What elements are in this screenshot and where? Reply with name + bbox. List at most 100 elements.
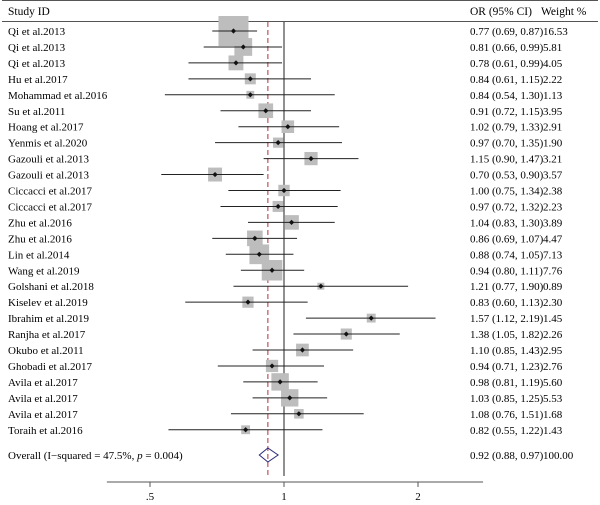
study-row: Avila et al.2017 1.08 (0.76, 1.51) 1.68 (8, 409, 563, 421)
study-weight: 5.81 (543, 42, 562, 54)
study-name: Ibrahim et al.2019 (8, 313, 89, 325)
study-ci-text: 0.83 (0.60, 1.13) (470, 297, 544, 309)
study-weight: 0.89 (543, 281, 563, 293)
study-weight: 5.53 (543, 393, 563, 405)
study-weight: 2.30 (543, 297, 563, 309)
study-weight: 3.21 (543, 154, 562, 166)
study-row: Avila et al.2017 0.98 (0.81, 1.19) 5.60 (8, 373, 563, 391)
study-row: Kiselev et al.2019 0.83 (0.60, 1.13) 2.30 (8, 296, 563, 309)
study-row: Mohammad et al.2016 0.84 (0.54, 1.30) 1.13 (8, 90, 563, 102)
overall-label: Overall (I−squared = 47.5%, p = 0.004) (8, 450, 183, 462)
study-name: Yenmis et al.2020 (8, 138, 88, 150)
study-name: Okubo et al.2011 (8, 345, 84, 357)
study-name: Ciccacci et al.2017 (8, 186, 92, 198)
study-ci-text: 0.82 (0.55, 1.22) (470, 425, 544, 437)
study-ci-text: 0.88 (0.74, 1.05) (470, 249, 544, 261)
study-ci-text: 0.98 (0.81, 1.19) (470, 377, 544, 389)
study-row: Hu et al.2017 0.84 (0.61, 1.15) 2.22 (8, 73, 562, 86)
study-row: Lin et al.2014 0.88 (0.74, 1.05) 7.13 (8, 244, 563, 265)
study-row: Su et al.2011 0.91 (0.72, 1.15) 3.95 (8, 103, 563, 119)
study-weight: 1.13 (543, 90, 563, 102)
study-row: Gazouli et al.2013 0.70 (0.53, 0.90) 3.57 (8, 167, 563, 182)
overall-label-prefix: Overall (I−squared = 47.5%, (8, 450, 137, 462)
study-name: Ghobadi et al.2017 (8, 361, 93, 373)
header-or-ci: OR (95% CI) (470, 6, 532, 18)
study-row: Zhu et al.2016 1.04 (0.83, 1.30) 3.89 (8, 215, 563, 230)
study-row: Ibrahim et al.2019 1.57 (1.12, 2.19) 1.45 (8, 313, 563, 325)
point-estimate (212, 171, 218, 178)
study-weight: 1.68 (543, 409, 563, 421)
study-ci-text: 0.81 (0.66, 0.99) (470, 42, 544, 54)
study-weight: 3.57 (543, 170, 563, 182)
study-row: Qi et al.2013 0.81 (0.66, 0.99) 5.81 (8, 38, 562, 56)
point-estimate (240, 44, 246, 50)
point-estimate (263, 108, 269, 114)
study-ci-text: 1.21 (0.77, 1.90) (470, 281, 544, 293)
study-ci-text: 0.84 (0.54, 1.30) (470, 90, 544, 102)
study-row: Yenmis et al.2020 0.97 (0.70, 1.35) 1.90 (8, 137, 563, 150)
study-row: Ciccacci et al.2017 1.00 (0.75, 1.34) 2.38 (8, 184, 563, 198)
x-tick-label: 1 (281, 491, 287, 503)
study-name: Wang et al.2019 (8, 265, 80, 277)
study-ci-text: 1.15 (0.90, 1.47) (470, 154, 544, 166)
study-weight: 2.23 (543, 201, 563, 213)
study-name: Qi et al.2013 (8, 26, 66, 38)
point-estimate (287, 395, 293, 401)
study-ci-text: 0.86 (0.69, 1.07) (470, 233, 544, 245)
study-weight: 2.95 (543, 345, 563, 357)
point-estimate (252, 235, 258, 241)
x-tick-label: .5 (146, 491, 155, 503)
study-name: Avila et al.2017 (8, 409, 78, 421)
point-estimate (299, 347, 306, 353)
study-ci-text: 0.77 (0.69, 0.87) (470, 26, 544, 38)
study-name: Zhu et al.2016 (8, 217, 72, 229)
study-ci-text: 0.97 (0.72, 1.32) (470, 201, 544, 213)
point-estimate (269, 267, 275, 273)
study-name: Ciccacci et al.2017 (8, 201, 92, 213)
study-name: Qi et al.2013 (8, 42, 66, 54)
study-ci-text: 1.10 (0.85, 1.43) (470, 345, 544, 357)
point-estimate (247, 92, 253, 98)
point-estimate (243, 427, 249, 433)
study-row: Wang et al.2019 0.94 (0.80, 1.11) 7.76 (8, 259, 563, 281)
study-ci-text: 0.94 (0.71, 1.23) (470, 361, 544, 373)
study-name: Hu et al.2017 (8, 74, 68, 86)
header-weight: Weight % (541, 6, 587, 18)
study-weight: 5.60 (543, 377, 563, 389)
study-row: Ghobadi et al.2017 0.94 (0.71, 1.23) 2.76 (8, 359, 563, 373)
point-estimate (318, 283, 324, 289)
study-ci-text: 1.38 (1.05, 1.82) (470, 329, 544, 341)
study-name: Golshani et al.2018 (8, 281, 94, 293)
point-estimate (247, 76, 253, 82)
study-row: Toraih et al.2016 0.82 (0.55, 1.22) 1.43 (8, 425, 563, 437)
study-weight: 1.43 (543, 425, 563, 437)
study-name: Mohammad et al.2016 (8, 90, 108, 102)
x-axis: .5 1 2 (106, 481, 484, 503)
study-ci-text: 0.94 (0.80, 1.11) (470, 265, 543, 277)
overall-diamond (258, 447, 279, 463)
study-ci-text: 0.97 (0.70, 1.35) (470, 138, 544, 150)
study-weight: 1.90 (543, 138, 563, 150)
study-name: Su et al.2011 (8, 106, 65, 118)
study-ci-text: 1.04 (0.83, 1.30) (470, 217, 544, 229)
study-weight: 2.22 (543, 74, 562, 86)
point-estimate (256, 251, 262, 257)
study-ci-text: 1.08 (0.76, 1.51) (470, 409, 544, 421)
study-ci-text: 0.70 (0.53, 0.90) (470, 170, 544, 182)
study-name: Lin et al.2014 (8, 249, 70, 261)
overall-weight: 100.00 (543, 450, 574, 462)
study-weight: 1.45 (543, 313, 563, 325)
overall-row: Overall (I−squared = 47.5%, p = 0.004) 0… (8, 447, 574, 463)
study-name: Zhu et al.2016 (8, 233, 72, 245)
study-ci-text: 1.02 (0.79, 1.33) (470, 122, 544, 134)
study-weight: 16.53 (543, 26, 568, 38)
study-name: Hoang et al.2017 (8, 122, 84, 134)
study-row: Ciccacci et al.2017 0.97 (0.72, 1.32) 2.23 (8, 200, 563, 213)
study-ci-text: 0.78 (0.61, 0.99) (470, 58, 544, 70)
study-row: Zhu et al.2016 0.86 (0.69, 1.07) 4.47 (8, 230, 563, 247)
study-row: Avila et al.2017 1.03 (0.85, 1.25) 5.53 (8, 389, 563, 407)
overall-label-suffix: = 0.004) (143, 450, 183, 462)
overall-ci-text: 0.92 (0.88, 0.97) (470, 450, 544, 462)
study-name: Gazouli et al.2013 (8, 154, 89, 166)
